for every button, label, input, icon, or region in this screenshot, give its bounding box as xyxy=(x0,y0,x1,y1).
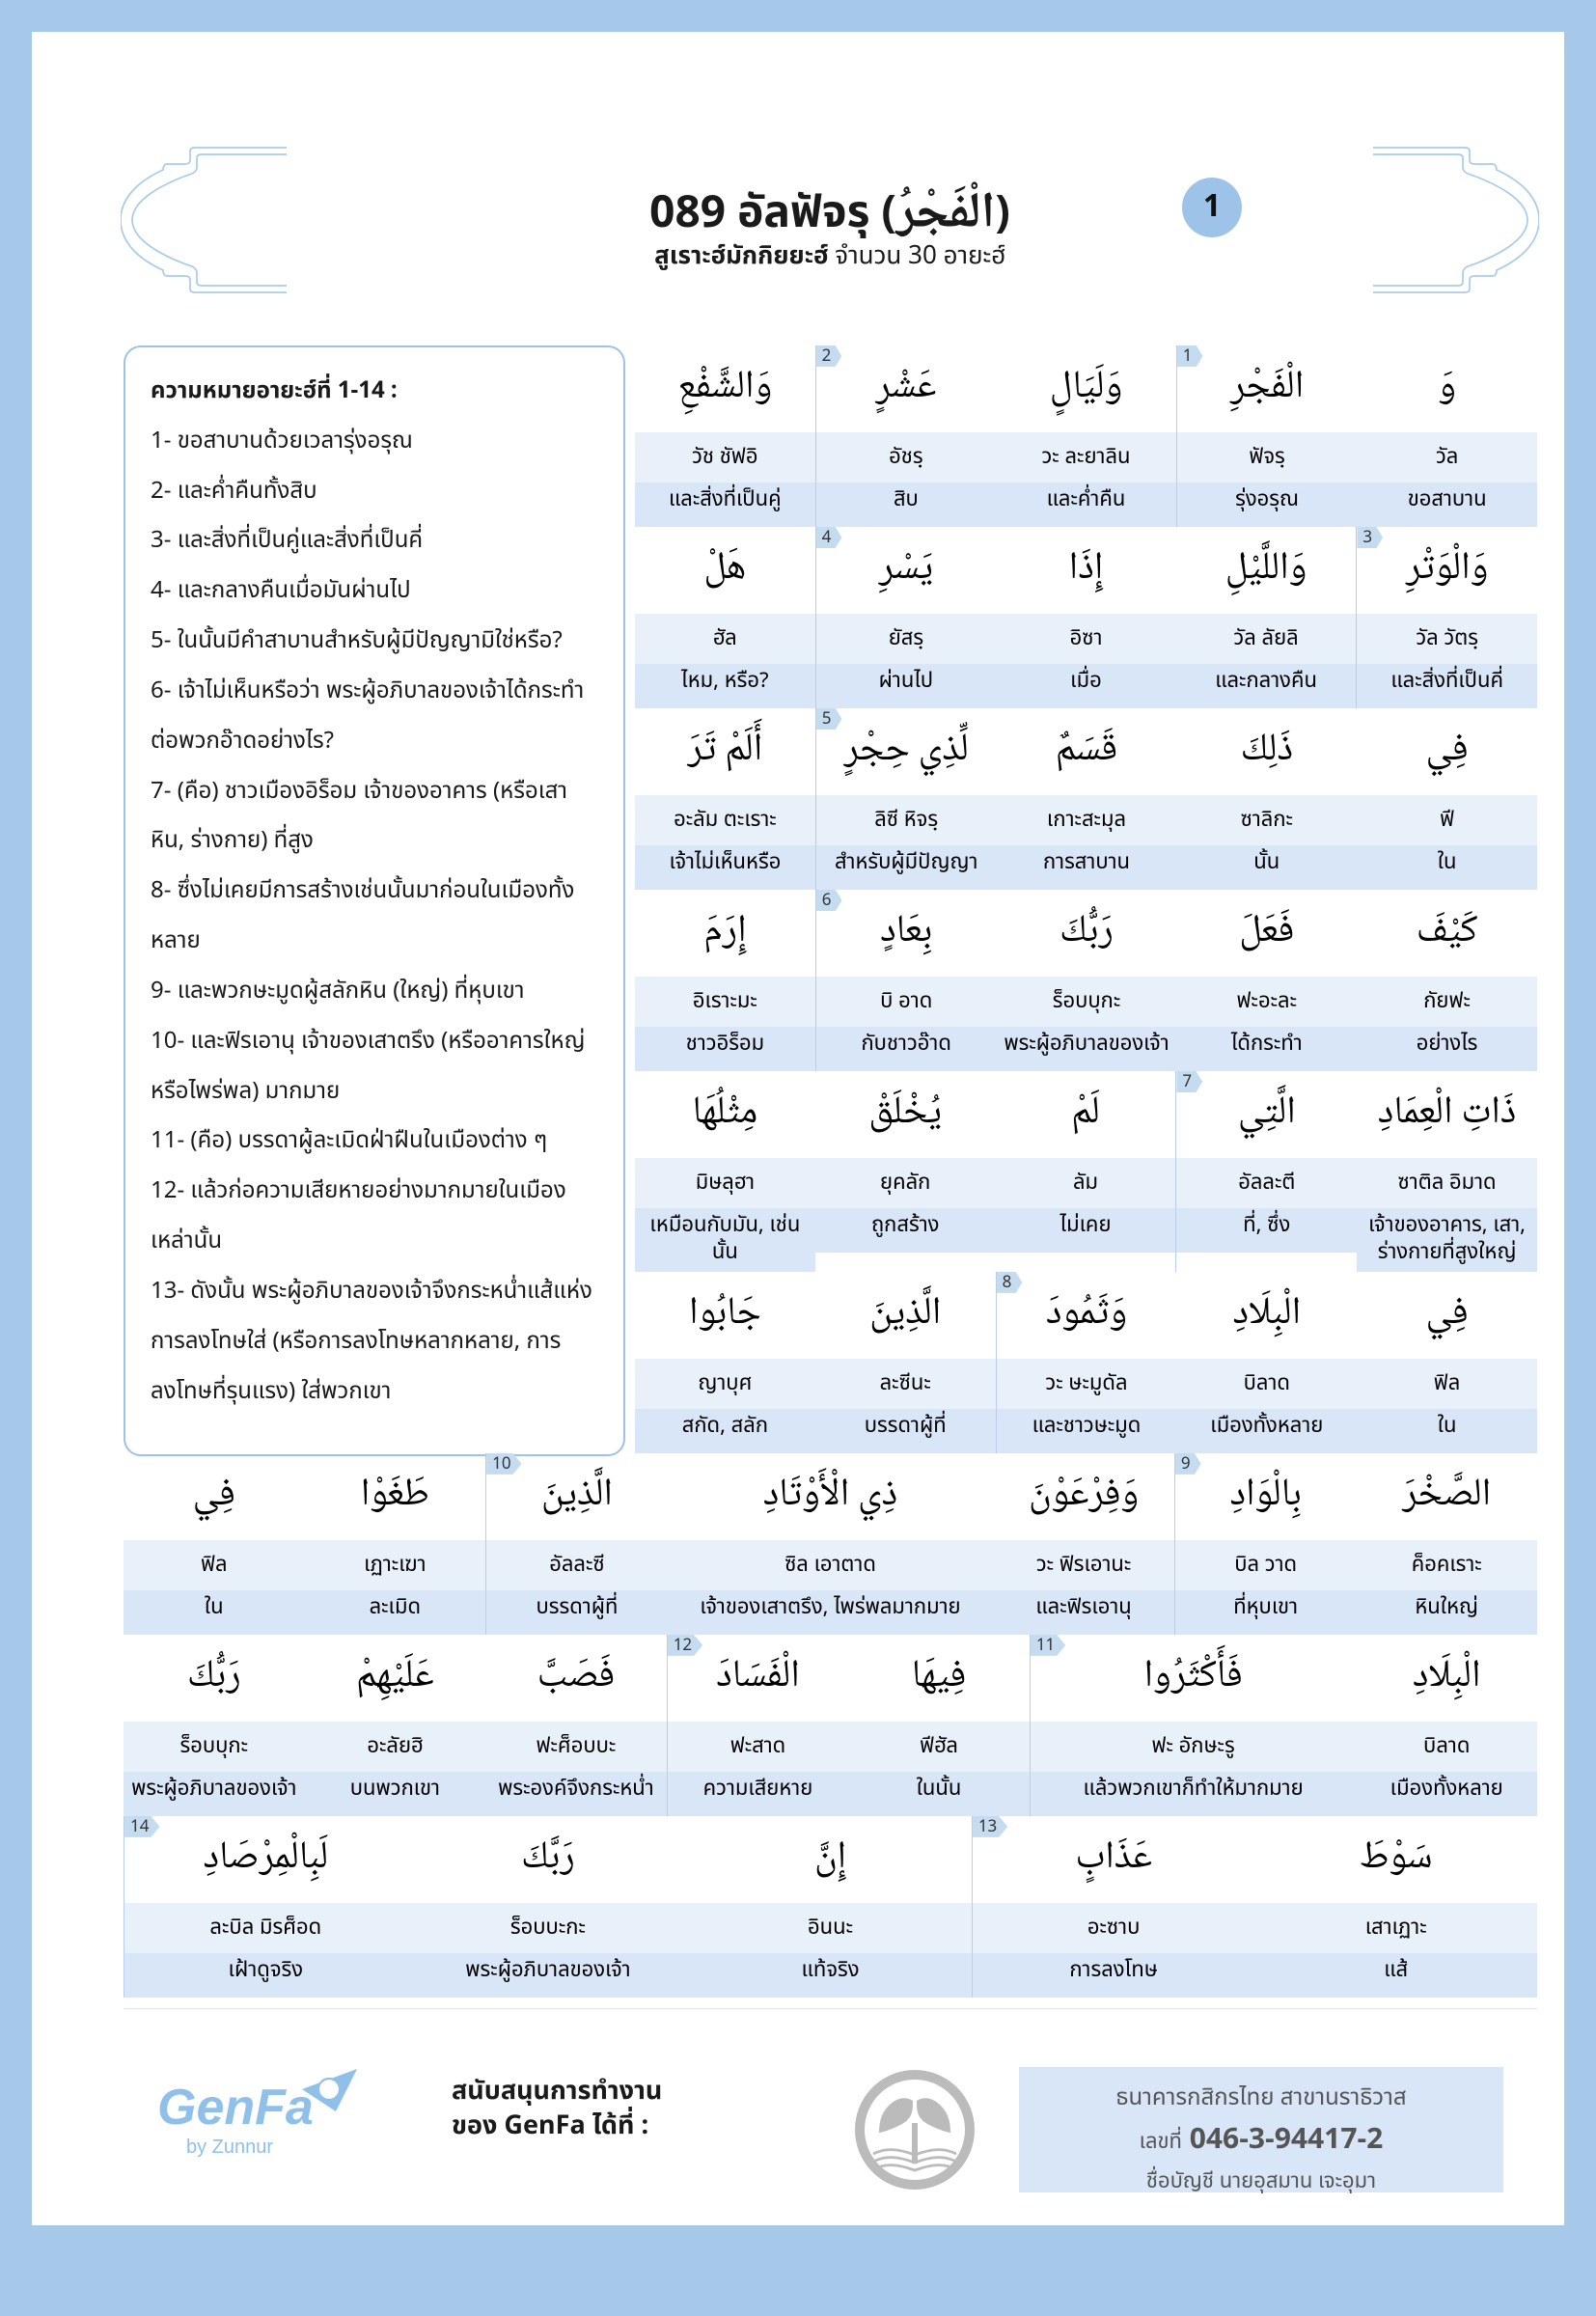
svg-text:GenFa: GenFa xyxy=(157,2080,314,2136)
svg-text:by Zunnur: by Zunnur xyxy=(186,2137,273,2158)
